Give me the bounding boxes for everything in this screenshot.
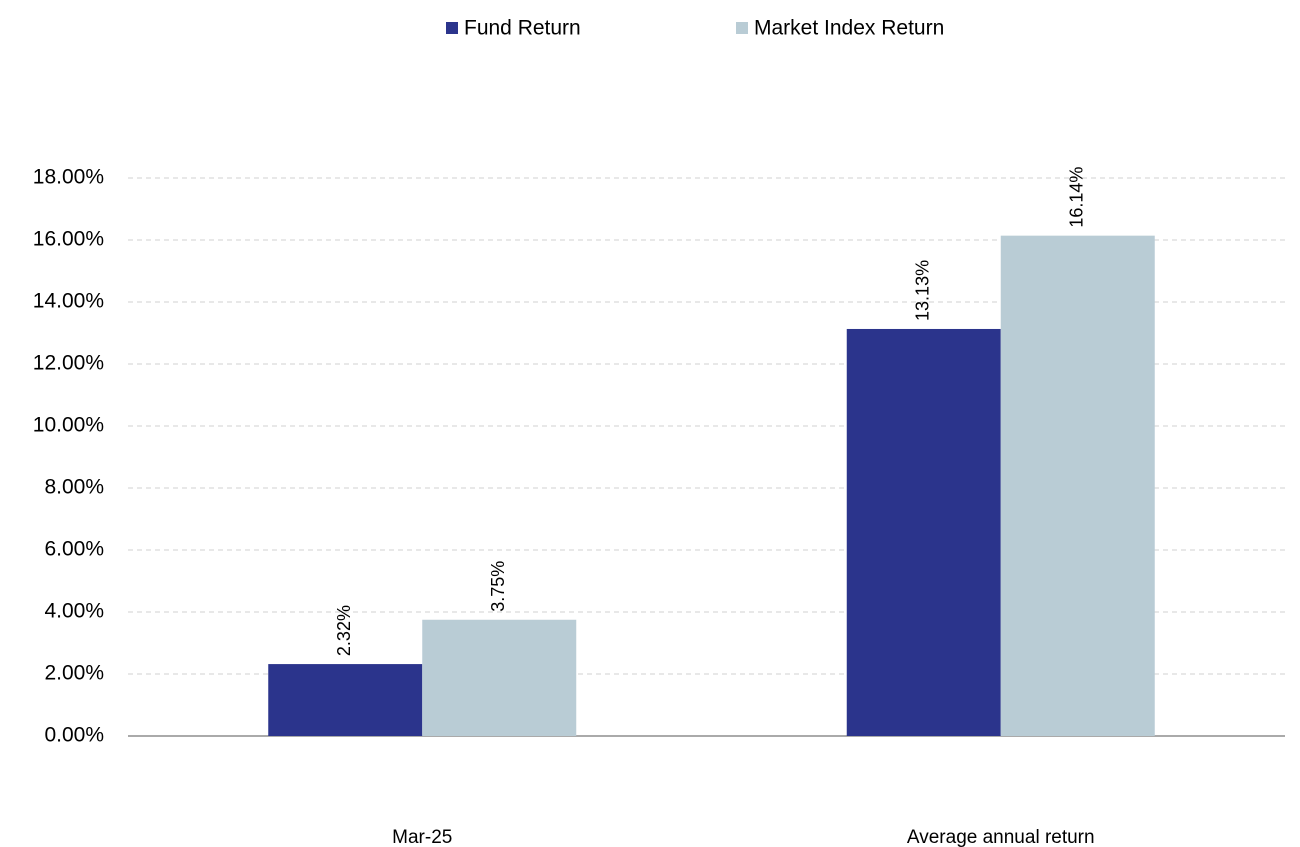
bar [422, 619, 577, 736]
legend-label: Market Index Return [754, 17, 944, 40]
y-tick-label: 0.00% [44, 724, 104, 747]
y-tick-label: 2.00% [44, 662, 104, 685]
y-tick-label: 6.00% [44, 538, 104, 561]
y-tick-label: 10.00% [33, 414, 104, 437]
bar [1000, 235, 1155, 736]
y-tick-label: 8.00% [44, 476, 104, 499]
legend-label: Fund Return [464, 17, 581, 40]
value-label: 13.13% [913, 260, 933, 321]
bar [268, 664, 423, 736]
value-label: 2.32% [334, 605, 354, 656]
y-tick-label: 12.00% [33, 352, 104, 375]
value-label: 3.75% [488, 561, 508, 612]
y-tick-label: 4.00% [44, 600, 104, 623]
x-tick-label: Average annual return [907, 827, 1095, 847]
legend-swatch [736, 22, 748, 34]
bar [846, 328, 1001, 736]
x-tick-label: Mar-25 [392, 827, 452, 847]
y-tick-label: 18.00% [33, 166, 104, 189]
y-tick-label: 14.00% [33, 290, 104, 313]
legend-swatch [446, 22, 458, 34]
y-tick-label: 16.00% [33, 228, 104, 251]
value-label: 16.14% [1067, 167, 1087, 228]
